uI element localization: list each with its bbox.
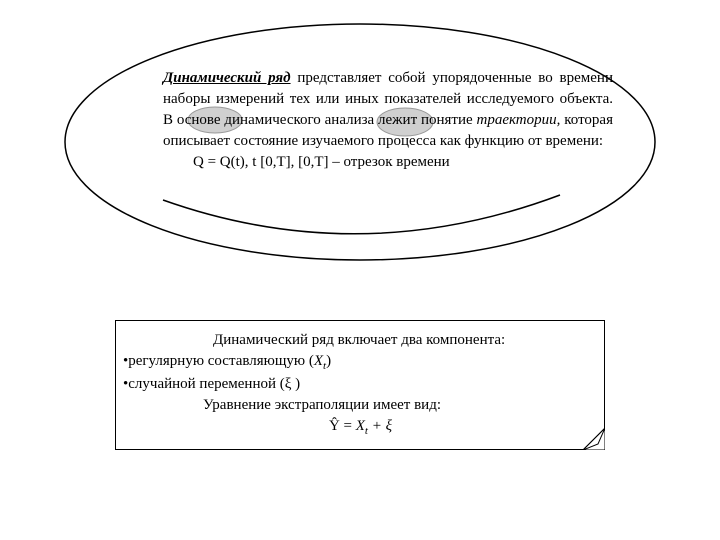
definition-paragraph: Динамический ряд представляет собой упор… bbox=[163, 68, 613, 152]
smile-curve bbox=[163, 195, 560, 234]
extrapolation-equation: Ŷ = Xt + ξ bbox=[123, 416, 598, 439]
formula-line: Q = Q(t), t [0,T], [0,T] – отрезок време… bbox=[163, 152, 613, 173]
bullet-regular: •регулярную составляющую (Xt) bbox=[123, 351, 598, 374]
definition-text-block: Динамический ряд представляет собой упор… bbox=[163, 68, 613, 173]
term-trajectory: траектории, bbox=[477, 112, 561, 128]
bullet-random: •случайной переменной (ξ ) bbox=[123, 374, 598, 395]
equation-heading: Уравнение экстраполяции имеет вид: bbox=[123, 395, 598, 416]
components-heading: Динамический ряд включает два компонента… bbox=[123, 330, 598, 351]
term-dynamic-series: Динамический ряд bbox=[163, 70, 291, 86]
components-text: Динамический ряд включает два компонента… bbox=[123, 330, 598, 440]
components-box-container: Динамический ряд включает два компонента… bbox=[115, 320, 610, 460]
definition-ellipse-container: Динамический ряд представляет собой упор… bbox=[60, 20, 660, 265]
